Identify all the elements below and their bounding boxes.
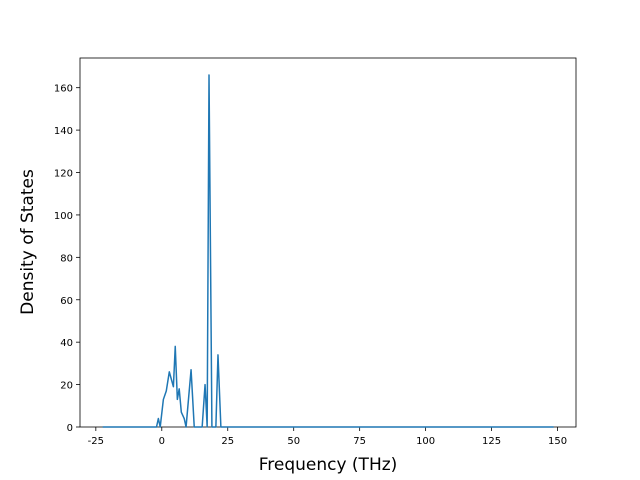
y-tick-label: 120 <box>54 169 73 180</box>
x-tick-label: 150 <box>548 436 567 447</box>
data-line <box>102 74 554 428</box>
x-tick-label: 100 <box>416 436 435 447</box>
plot-frame <box>79 57 577 428</box>
x-axis-label: Frequency (THz) <box>259 455 398 475</box>
x-tick-label: 50 <box>287 436 300 447</box>
y-tick-label: 140 <box>54 126 73 137</box>
y-tick-label: 100 <box>54 211 73 222</box>
y-tick-label: 0 <box>67 423 73 434</box>
y-tick-label: 40 <box>60 338 73 349</box>
y-tick-label: 80 <box>60 253 73 264</box>
y-tick-label: 20 <box>60 381 73 392</box>
x-tick-label: 125 <box>482 436 501 447</box>
x-tick-label: 75 <box>353 436 366 447</box>
x-tick-label: -25 <box>88 436 104 447</box>
x-tick-label: 0 <box>159 436 165 447</box>
x-tick-label: 25 <box>221 436 234 447</box>
y-axis-label: Density of States <box>18 169 38 315</box>
y-tick-label: 160 <box>54 84 73 95</box>
y-tick-label: 60 <box>60 296 73 307</box>
